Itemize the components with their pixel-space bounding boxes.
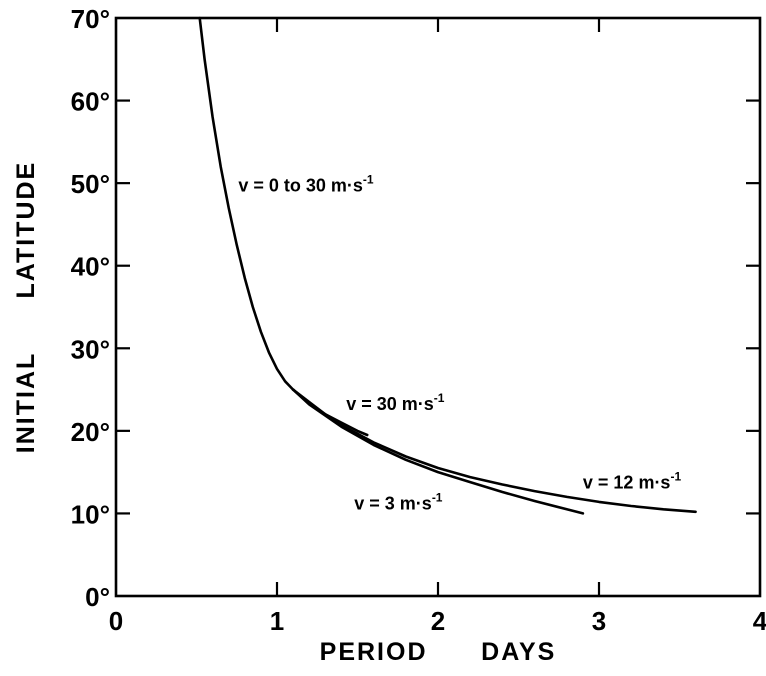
curve-label-text: v = 3 m·s — [354, 493, 432, 513]
x-tick-labels: 0 1 2 3 4 — [109, 606, 766, 636]
curve-label-superscript: -1 — [670, 470, 681, 484]
x-tick-label: 0 — [109, 606, 123, 636]
y-tick-label: 30° — [71, 334, 110, 364]
curve-label-text: v = 12 m·s — [583, 473, 671, 493]
curve-label-1: v = 0 to 30 m·s-1 — [238, 172, 374, 195]
x-tick-label: 3 — [592, 606, 606, 636]
y-tick-labels: 0° 10° 20° 30° 40° 50° 60° 70° — [71, 4, 110, 612]
series-line-1 — [200, 18, 293, 390]
x-tick-label: 2 — [431, 606, 445, 636]
y-tick-label: 20° — [71, 417, 110, 447]
y-tick-label: 50° — [71, 169, 110, 199]
y-tick-label: 0° — [85, 582, 110, 612]
curve-label-text: v = 0 to 30 m·s — [238, 175, 363, 195]
curve-label-2: v = 30 m·s-1 — [346, 391, 445, 414]
y-tick-label: 10° — [71, 499, 110, 529]
x-axis-title: PERIOD DAYS — [320, 638, 557, 666]
y-tick-label: 60° — [71, 87, 110, 117]
y-tick-label: 70° — [71, 4, 110, 34]
x-tick-label: 1 — [270, 606, 284, 636]
y-tick-label: 40° — [71, 252, 110, 282]
y-axis-title: INITIAL LATITUDE — [12, 161, 40, 453]
x-tick-label: 4 — [753, 606, 766, 636]
curves — [200, 18, 696, 513]
curve-label-4: v = 12 m·s-1 — [583, 470, 682, 493]
curve-label-superscript: -1 — [434, 391, 445, 405]
curve-annotations: v = 0 to 30 m·s-1v = 30 m·s-1v = 3 m·s-1… — [238, 172, 681, 513]
curve-label-3: v = 3 m·s-1 — [354, 490, 443, 513]
curve-label-superscript: -1 — [363, 172, 374, 186]
curve-label-text: v = 30 m·s — [346, 394, 434, 414]
curve-label-superscript: -1 — [432, 490, 443, 504]
